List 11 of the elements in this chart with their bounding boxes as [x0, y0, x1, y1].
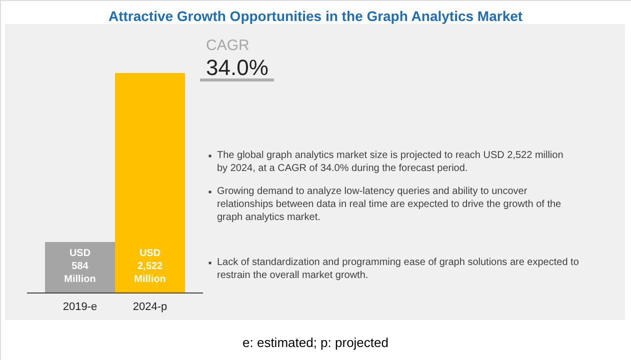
text: Attractive Growth Opportunities in the Graph Analytics Market [108, 8, 523, 24]
text: e: estimated; p: projected [242, 335, 388, 350]
data-label: USD 584 Million [64, 248, 96, 285]
data-label: USD 2,522 Million [134, 248, 166, 285]
text: Lack of standardization and programming ease of graph solutions are expected to restrain the overall market growth. [217, 257, 580, 281]
text: The global graph analytics market size is projected to reach USD 2,522 million by 2024, at a CAGR of 34.0% during the forecast period. [217, 150, 564, 174]
text: CAGR [206, 37, 250, 54]
x-tick-label: 2024-p [132, 301, 168, 313]
text: Growing demand to analyze low-latency queries and ability to uncover relationships between data in real time are expected to drive the growth of the graph analytics market. [217, 186, 562, 223]
text: 34.0% [206, 55, 268, 80]
x-tick-label: 2019-e [62, 301, 98, 313]
